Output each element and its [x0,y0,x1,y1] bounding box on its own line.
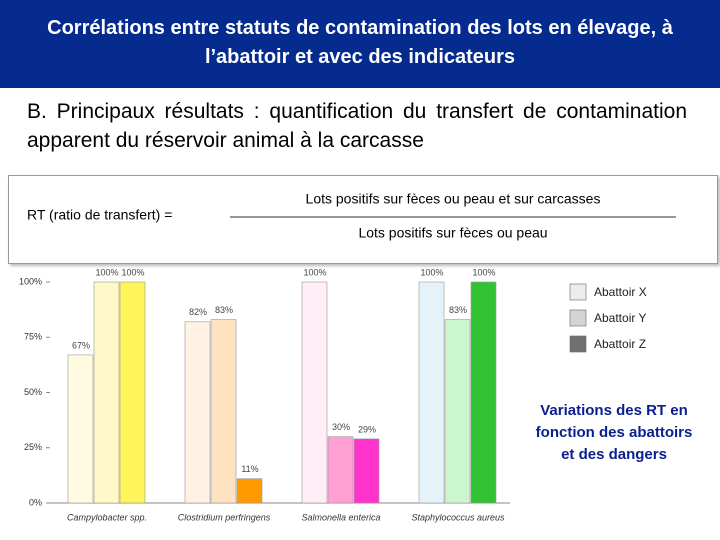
value-label: 100% [420,267,443,277]
x-tick-label: Staphylococcus aureus [411,512,505,522]
value-label: 82% [189,307,207,317]
legend-swatch [569,309,587,327]
bar [327,436,354,504]
slide-title: Corrélations entre statuts de contaminat… [47,17,673,68]
bar [353,438,380,504]
y-tick-label: 25% [24,442,42,452]
header-band [0,0,720,88]
formula-denominator: Lots positifs sur fèces ou peau [358,225,547,241]
legend-label: Abattoir Y [594,311,646,325]
bar [301,281,328,504]
legend-label: Abattoir Z [594,337,646,351]
y-tick-label: 100% [19,276,42,286]
bar [93,281,120,504]
y-tick-label: 50% [24,387,42,397]
value-label: 29% [358,424,376,434]
bar [210,319,237,504]
annotation: Variations des RT en fonction des abatto… [535,402,693,463]
x-tick-label: Campylobacter spp. [67,512,147,522]
value-label: 100% [121,267,144,277]
legend-swatch [569,283,587,301]
bar [67,354,94,504]
formula-numerator: Lots positifs sur fèces ou peau et sur c… [306,191,601,207]
x-tick-label: Clostridium perfringens [178,512,271,522]
bar [236,478,263,504]
value-label: 100% [472,267,495,277]
bar [470,281,497,504]
value-label: 30% [332,422,350,432]
y-tick-label: 0% [29,497,42,507]
value-label: 83% [215,305,233,315]
legend-swatch [569,335,587,353]
value-label: 83% [449,305,467,315]
x-tick-label: Salmonella enterica [301,512,380,522]
section-text: B. Principaux résultats : quantification… [27,100,687,152]
value-label: 11% [241,464,258,474]
bar [184,321,211,504]
bar [444,319,471,504]
formula-label: RT (ratio de transfert) = [27,207,172,223]
value-label: 67% [72,340,90,350]
y-tick-label: 75% [24,332,42,342]
bar [418,281,445,504]
formula-box [8,175,718,264]
legend-label: Abattoir X [594,285,647,299]
value-label: 100% [95,267,118,277]
value-label: 100% [303,267,326,277]
bar [119,281,146,504]
